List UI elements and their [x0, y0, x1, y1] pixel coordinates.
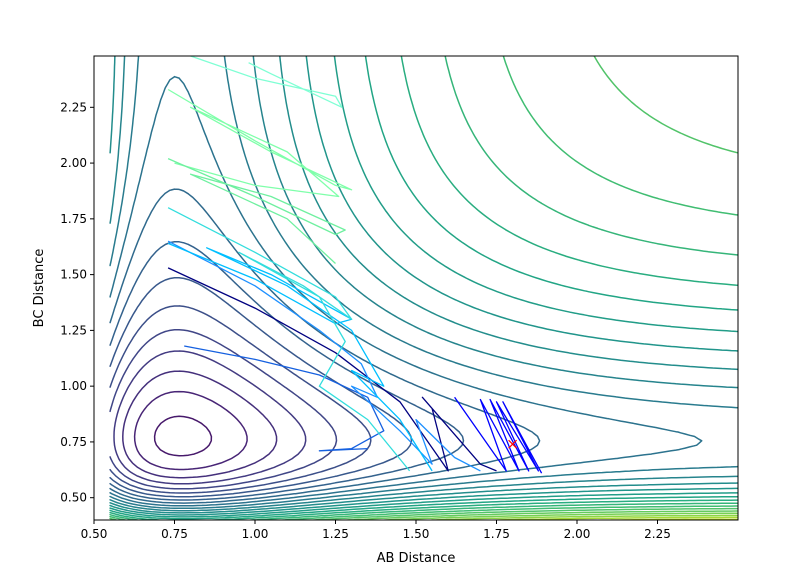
trajectory-line	[167, 242, 433, 472]
x-axis-ticks: 0.50 0.75 1.00 1.25 1.50 1.75 2.00 2.25	[81, 520, 671, 541]
contour-level	[122, 370, 278, 479]
y-tick-label: 1.00	[60, 379, 87, 393]
trajectory-line	[167, 267, 497, 472]
y-tick-label: 2.00	[60, 156, 87, 170]
y-tick-label: 1.50	[60, 268, 87, 282]
contour-level	[109, 56, 738, 512]
trajectory-line	[167, 88, 353, 198]
x-tick-label: 1.50	[403, 527, 430, 541]
trajectory-line	[167, 207, 411, 472]
x-tick-label: 1.75	[483, 527, 510, 541]
x-tick-label: 1.00	[242, 527, 269, 541]
y-tick-label: 0.75	[60, 435, 87, 449]
trajectory-line	[184, 345, 385, 452]
contour-lines	[109, 56, 738, 520]
y-axis-ticks: 0.50 0.75 1.00 1.25 1.50 1.75 2.00 2.25	[60, 100, 94, 505]
trajectory-line	[190, 56, 343, 108]
trajectory-line	[167, 158, 346, 264]
x-axis-label: AB Distance	[377, 551, 456, 566]
x-tick-label: 0.75	[161, 527, 188, 541]
saddle-point-marker	[508, 439, 518, 449]
y-tick-label: 2.25	[60, 100, 87, 114]
x-tick-label: 0.50	[81, 527, 108, 541]
contour-level	[109, 510, 738, 520]
contour-level	[410, 514, 738, 520]
contour-level	[109, 56, 738, 518]
contour-level	[109, 56, 738, 516]
contour-level	[368, 512, 738, 520]
contour-level	[109, 56, 738, 520]
y-tick-label: 0.50	[60, 491, 87, 505]
contour-level	[109, 75, 703, 507]
y-axis-label: BC Distance	[32, 249, 47, 328]
y-tick-label: 1.25	[60, 323, 87, 337]
trajectory-line	[454, 396, 543, 474]
y-tick-label: 1.75	[60, 212, 87, 226]
trajectory-line	[167, 240, 481, 472]
x-tick-label: 2.25	[644, 527, 671, 541]
contour-level	[109, 328, 338, 490]
x-tick-label: 1.25	[322, 527, 349, 541]
marker-layer	[508, 439, 518, 449]
contour-level	[133, 390, 248, 471]
contour-level	[109, 277, 413, 498]
x-tick-label: 2.00	[564, 527, 591, 541]
contour-level	[109, 56, 738, 520]
contour-level	[466, 516, 738, 520]
contour-level	[109, 56, 738, 520]
contour-level	[109, 56, 738, 520]
trajectory-lines	[167, 56, 543, 474]
contour-level	[109, 56, 738, 520]
contour-level	[153, 415, 213, 457]
contour-level	[113, 350, 307, 485]
contour-level	[109, 241, 465, 501]
contour-level	[109, 56, 738, 514]
